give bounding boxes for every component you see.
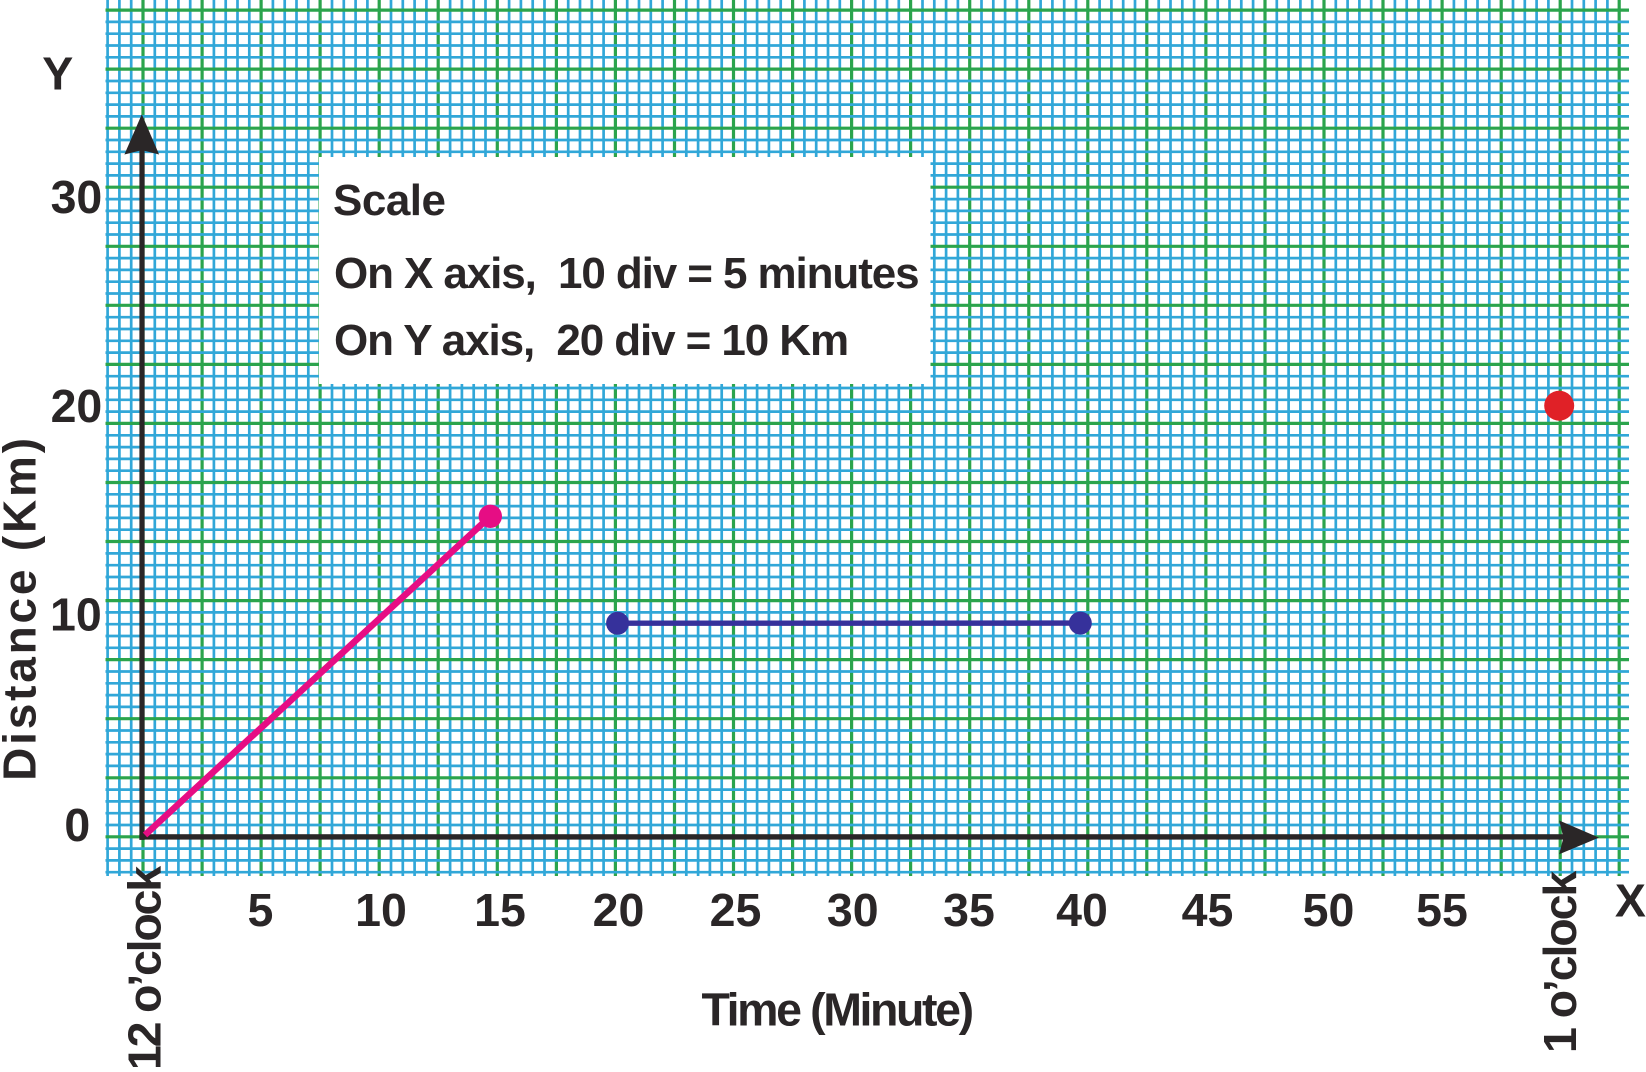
svg-text:45: 45 (1182, 884, 1234, 936)
svg-text:20: 20 (51, 380, 103, 432)
svg-text:On Y axis, 20 div = 10 Km: On Y axis, 20 div = 10 Km (334, 316, 848, 365)
svg-text:Time (Minute): Time (Minute) (702, 983, 973, 1035)
svg-text:35: 35 (943, 884, 995, 936)
svg-text:1 o’clock: 1 o’clock (1534, 871, 1586, 1053)
svg-text:5: 5 (247, 884, 273, 936)
svg-text:12 o’clock: 12 o’clock (119, 866, 171, 1067)
svg-text:25: 25 (710, 884, 762, 936)
svg-text:55: 55 (1416, 884, 1468, 936)
svg-text:20: 20 (593, 884, 645, 936)
svg-text:15: 15 (474, 884, 526, 936)
svg-text:40: 40 (1056, 884, 1108, 936)
svg-text:Distance (Km): Distance (Km) (0, 435, 45, 781)
svg-text:On X axis, 10 div = 5 minutes: On X axis, 10 div = 5 minutes (334, 249, 918, 298)
svg-text:50: 50 (1303, 884, 1355, 936)
svg-text:0: 0 (64, 799, 90, 851)
svg-text:Scale: Scale (333, 176, 445, 225)
svg-text:30: 30 (51, 171, 103, 223)
svg-text:X: X (1615, 874, 1646, 926)
svg-text:Y: Y (42, 47, 73, 99)
svg-text:30: 30 (827, 884, 879, 936)
svg-text:10: 10 (50, 589, 102, 641)
svg-text:10: 10 (355, 884, 407, 936)
